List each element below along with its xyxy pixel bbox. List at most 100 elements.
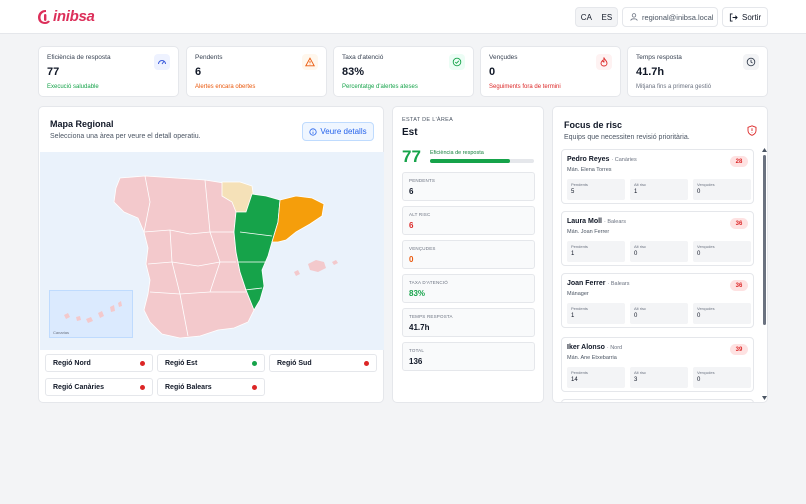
- logo-mark-icon: [38, 9, 50, 24]
- stat-label: TOTAL: [409, 348, 425, 353]
- stat-overdue: VENÇUDES 0: [402, 240, 535, 269]
- stat-label: PENDENTS: [409, 178, 436, 183]
- user-menu[interactable]: regional@inibsa.local: [622, 7, 718, 27]
- info-icon: [309, 127, 317, 136]
- risk-person-card[interactable]: Iker Alonso · Nord Mán. Ane Etxebarria 3…: [561, 337, 754, 392]
- flame-icon: [596, 54, 612, 70]
- kpi-sub: Seguiments fora de termini: [489, 84, 561, 90]
- map-region-balears: [308, 260, 326, 272]
- regional-map-card: Mapa Regional Selecciona una àrea per ve…: [38, 106, 384, 403]
- stat-label: VENÇUDES: [409, 246, 436, 251]
- region-button-canaries[interactable]: Regió Canàries: [45, 378, 153, 396]
- status-dot: [364, 360, 369, 366]
- status-dot: [252, 360, 257, 366]
- user-email: regional@inibsa.local: [642, 12, 714, 22]
- person-name: Pedro Reyes · Canàries: [567, 156, 637, 163]
- person-region: · Nord: [606, 345, 623, 351]
- top-bar: inibsa CA ES regional@inibsa.local Sorti…: [0, 0, 806, 34]
- person-name: Laura Moll · Balears: [567, 218, 626, 225]
- lang-es-button[interactable]: ES: [601, 12, 613, 22]
- view-details-button[interactable]: Veure detalls: [302, 122, 374, 141]
- stat-value: 6: [409, 221, 414, 230]
- stat-value: 41.7h: [409, 323, 430, 332]
- map-subtitle: Selecciona una àrea per veure el detall …: [50, 133, 201, 140]
- risk-person-card[interactable]: Laura Moll · Balears Mán. Joan Ferrer 36…: [561, 211, 754, 266]
- region-button-balears[interactable]: Regió Balears: [157, 378, 265, 396]
- region-button-nord[interactable]: Regió Nord: [45, 354, 153, 372]
- scroll-up-icon[interactable]: [761, 147, 768, 153]
- kpi-value: 0: [489, 66, 496, 78]
- person-manager: Mánager: [567, 291, 589, 297]
- kpi-sub: Execució saludable: [47, 84, 99, 90]
- gauge-icon: [154, 54, 170, 70]
- kpi-value: 77: [47, 66, 60, 78]
- spain-map-svg: [113, 175, 338, 339]
- kpi-value: 41.7h: [636, 66, 665, 78]
- area-state-card: ESTAT DE L'ÀREA Est 77 Eficiència de res…: [392, 106, 544, 403]
- kpi-label: Eficiència de resposta: [47, 54, 111, 61]
- stat-value: 6: [409, 187, 414, 196]
- person-stat: Pendents 5: [567, 179, 625, 200]
- brand-name: inibsa: [53, 8, 95, 25]
- kpi-card-attention-rate: Taxa d'atenció 83% Percentatge d'alertes…: [333, 46, 474, 97]
- logout-label: Sortir: [742, 12, 762, 22]
- person-manager: Mán. Ane Etxebarria: [567, 355, 617, 361]
- person-manager: Mán. Elena Torres: [567, 167, 612, 173]
- region-label: Regió Sud: [277, 359, 312, 367]
- region-button-sud[interactable]: Regió Sud: [269, 354, 377, 372]
- kpi-sub: Mitjana fins a primera gestió: [636, 84, 712, 90]
- kpi-card-efficiency: Eficiència de resposta 77 Execució salud…: [38, 46, 179, 97]
- kpi-label: Pendents: [195, 54, 223, 61]
- risk-score-badge: 36: [730, 280, 748, 291]
- kpi-value: 83%: [342, 66, 365, 78]
- lang-ca-button[interactable]: CA: [580, 12, 592, 22]
- risk-person-card[interactable]: Pedro Reyes · Canàries Mán. Elena Torres…: [561, 149, 754, 204]
- scrollbar-thumb[interactable]: [763, 155, 766, 325]
- focus-title: Focus de risc: [564, 120, 623, 130]
- kpi-card-response-time: Temps resposta 41.7h Mitjana fins a prim…: [627, 46, 768, 97]
- region-button-est[interactable]: Regió Est: [157, 354, 265, 372]
- shield-alert-icon: [747, 125, 757, 136]
- region-label: Regió Canàries: [53, 383, 104, 391]
- area-state-tag: ESTAT DE L'ÀREA: [402, 117, 454, 123]
- check-circle-icon: [449, 54, 465, 70]
- view-details-label: Veure detalls: [320, 127, 367, 136]
- person-stat: Alt risc 0: [630, 241, 688, 262]
- stat-response-time: TEMPS RESPOSTA 41.7h: [402, 308, 535, 337]
- stat-high-risk: ALT RISC 6: [402, 206, 535, 235]
- canarias-label: Canarias: [53, 330, 70, 335]
- status-dot: [140, 384, 145, 390]
- stat-attention-rate: TAXA D'ATENCIÓ 83%: [402, 274, 535, 303]
- risk-score-badge: 28: [730, 156, 748, 167]
- person-manager: Mán. Joan Ferrer: [567, 229, 610, 235]
- person-stat: Vençudes 0: [693, 241, 751, 262]
- stat-value: 136: [409, 357, 423, 366]
- kpi-card-overdue: Vençudes 0 Seguiments fora de termini: [480, 46, 621, 97]
- kpi-value: 6: [195, 66, 202, 78]
- kpi-card-pending: Pendents 6 Alertes encara obertes: [186, 46, 327, 97]
- kpi-label: Temps resposta: [636, 54, 682, 61]
- status-dot: [140, 360, 145, 366]
- risk-person-card[interactable]: [561, 399, 754, 402]
- region-label: Regió Est: [165, 359, 198, 367]
- efficiency-progress-fill: [430, 159, 511, 163]
- user-icon: [630, 13, 638, 21]
- logout-button[interactable]: Sortir: [722, 7, 768, 27]
- brand-logo[interactable]: inibsa: [37, 8, 95, 25]
- scroll-down-icon[interactable]: [761, 395, 768, 401]
- stat-value: 83%: [409, 289, 426, 298]
- risk-focus-card: Focus de risc Equips que necessiten revi…: [552, 106, 768, 403]
- status-dot: [252, 384, 257, 390]
- canarias-inset[interactable]: Canarias: [49, 290, 133, 338]
- person-stat: Alt risc 0: [630, 303, 688, 324]
- person-stat: Vençudes 0: [693, 367, 751, 388]
- person-stat: Alt risc 3: [630, 367, 688, 388]
- map-region-catalonia: [271, 195, 325, 243]
- risk-score-badge: 39: [730, 344, 748, 355]
- efficiency-progress: [430, 159, 534, 163]
- person-stat: Vençudes 0: [693, 303, 751, 324]
- stat-label: ALT RISC: [409, 212, 431, 217]
- risk-person-card[interactable]: Joan Ferrer · Balears Mánager 36 Pendent…: [561, 273, 754, 328]
- area-name: Est: [402, 127, 418, 138]
- person-name: Joan Ferrer · Balears: [567, 280, 630, 287]
